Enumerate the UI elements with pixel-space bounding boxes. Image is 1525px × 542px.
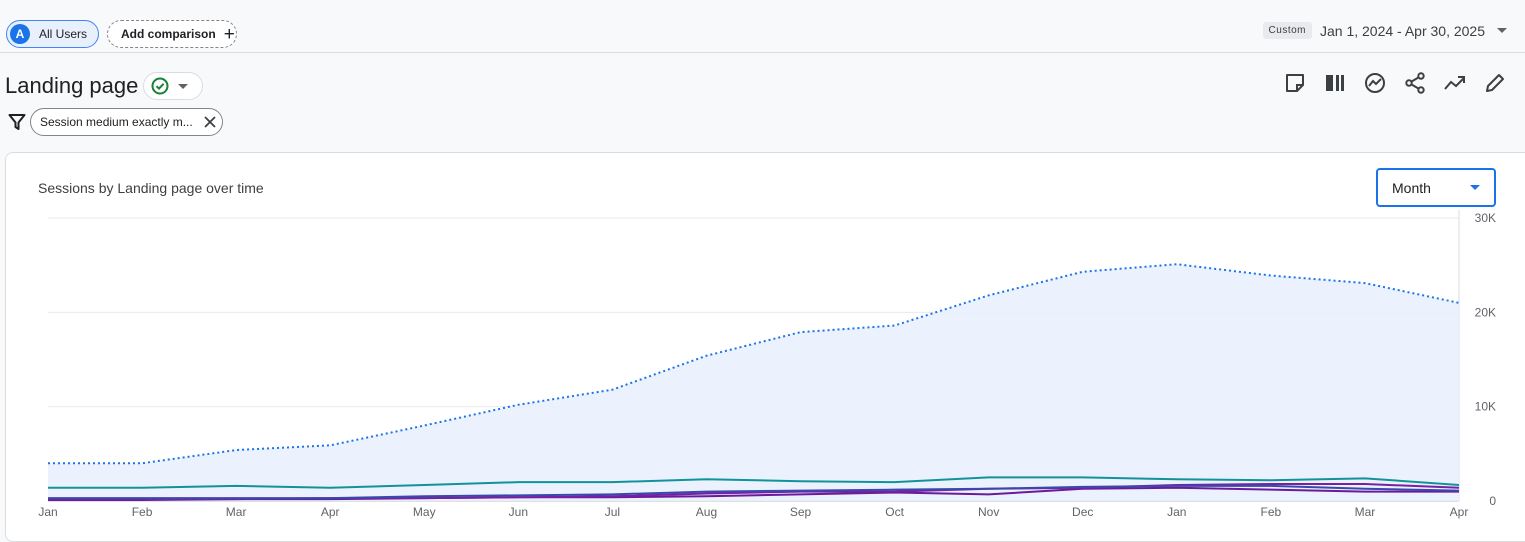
y-tick-label: 0 [1489, 494, 1496, 508]
sessions-line-chart: 0 10K 20K 30K Jan Feb Mar Apr May Jun Jul Aug Sep Oct… [38, 210, 1496, 519]
y-tick-label: 10K [1475, 400, 1496, 414]
divider [0, 52, 1525, 53]
add-comparison-label: Add comparison [121, 27, 216, 41]
filter-chip[interactable]: Session medium exactly m... [30, 108, 223, 136]
chevron-down-icon [1497, 28, 1507, 33]
trending-icon [1444, 76, 1465, 90]
filter-row: Session medium exactly m... [8, 108, 223, 136]
x-tick-label: Feb [132, 505, 153, 519]
segment-avatar-icon: A [10, 24, 30, 44]
report-note-button[interactable] [1283, 70, 1307, 96]
trending-button[interactable] [1443, 70, 1467, 96]
report-toolbar [1283, 70, 1507, 96]
edit-icon [1486, 74, 1504, 92]
compare-columns-icon [1326, 75, 1344, 91]
filter-icon[interactable] [8, 113, 26, 131]
insights-icon [1365, 73, 1385, 93]
y-tick-label: 30K [1475, 211, 1496, 225]
custom-range-tag: Custom [1262, 22, 1312, 39]
page-title: Landing page [5, 73, 139, 98]
x-tick-label: Mar [226, 505, 247, 519]
top-bar: A All Users Add comparison + Custom Jan … [0, 0, 1525, 54]
series-line [48, 476, 1460, 489]
compare-columns-button[interactable] [1323, 70, 1347, 96]
x-tick-label: Apr [1450, 505, 1469, 519]
chevron-down-icon [1470, 185, 1480, 190]
x-tick-label: Mar [1355, 505, 1376, 519]
close-icon[interactable] [204, 116, 216, 128]
share-button[interactable] [1403, 70, 1427, 96]
chart-card: Sessions by Landing page over time Month… [5, 152, 1525, 542]
granularity-select[interactable]: Month [1376, 168, 1496, 207]
segment-label: All Users [39, 27, 88, 41]
plus-icon: + [223, 23, 235, 45]
granularity-value: Month [1392, 179, 1431, 196]
date-range-picker[interactable]: Custom Jan 1, 2024 - Apr 30, 2025 [1262, 22, 1507, 39]
y-tick-label: 20K [1475, 305, 1496, 319]
x-tick-label: May [413, 505, 436, 519]
x-tick-label: Jul [605, 505, 620, 519]
x-tick-label: Apr [321, 505, 340, 519]
x-tick-label: Jan [38, 505, 57, 519]
x-tick-label: Dec [1072, 505, 1093, 519]
chart-title: Sessions by Landing page over time [38, 180, 264, 196]
title-row: Landing page [5, 72, 204, 100]
series-area [48, 264, 1459, 501]
insights-button[interactable] [1363, 70, 1387, 96]
x-tick-label: Feb [1261, 505, 1282, 519]
edit-button[interactable] [1483, 70, 1507, 96]
x-tick-label: Sep [790, 505, 812, 519]
date-range-value: Jan 1, 2024 - Apr 30, 2025 [1319, 22, 1485, 39]
report-note-icon [1286, 74, 1304, 92]
add-comparison-button[interactable]: Add comparison + [107, 20, 237, 48]
check-circle-icon [151, 77, 169, 95]
x-tick-label: Aug [696, 505, 717, 519]
x-tick-label: Jun [509, 505, 528, 519]
all-users-segment-chip[interactable]: A All Users [6, 20, 99, 48]
series-line [48, 484, 1460, 500]
report-status-button[interactable] [143, 72, 204, 100]
filter-chip-label: Session medium exactly m... [40, 115, 193, 129]
chevron-down-icon [178, 83, 189, 89]
series-line [48, 263, 1460, 465]
x-tick-label: Jan [1167, 505, 1186, 519]
share-icon [1405, 72, 1425, 94]
x-tick-label: Nov [978, 505, 999, 519]
x-tick-label: Oct [885, 505, 904, 519]
